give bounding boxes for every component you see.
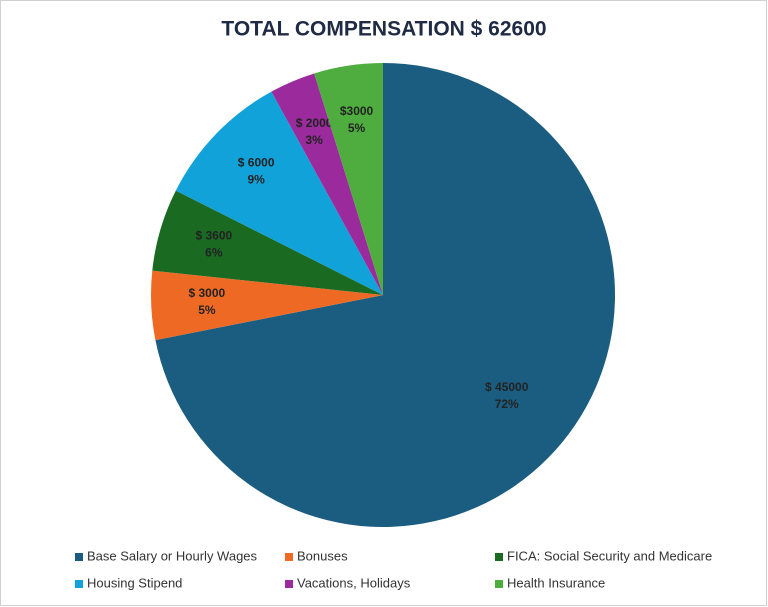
pie-slice	[155, 63, 616, 527]
pie-slice	[271, 73, 383, 295]
data-label: $ 2000	[296, 116, 333, 130]
percent-label: 5%	[198, 303, 216, 317]
legend-swatch	[495, 580, 503, 588]
pie-slice	[151, 270, 383, 341]
pie-slice	[175, 91, 383, 295]
data-label: $ 3000	[189, 286, 226, 300]
legend-label: FICA: Social Security and Medicare	[507, 548, 712, 563]
legend-label: Health Insurance	[507, 575, 605, 590]
legend-swatch	[285, 580, 293, 588]
data-label: $ 6000	[238, 156, 275, 170]
pie-slice	[314, 63, 383, 295]
chart-title: TOTAL COMPENSATION $ 62600	[221, 18, 546, 41]
data-label: $3000	[340, 104, 374, 118]
data-label: $ 45000	[485, 380, 529, 394]
percent-label: 6%	[205, 245, 223, 259]
legend-label: Vacations, Holidays	[297, 575, 411, 590]
percent-label: 3%	[305, 133, 323, 147]
legend-swatch	[495, 553, 503, 561]
legend-label: Base Salary or Hourly Wages	[87, 548, 258, 563]
percent-label: 5%	[348, 121, 366, 135]
data-label: $ 3600	[195, 228, 232, 242]
pie-slice	[152, 190, 383, 295]
legend-swatch	[75, 553, 83, 561]
legend-swatch	[75, 580, 83, 588]
legend-label: Bonuses	[297, 548, 348, 563]
percent-label: 72%	[495, 397, 519, 411]
legend-label: Housing Stipend	[87, 575, 182, 590]
percent-label: 9%	[247, 173, 265, 187]
legend-swatch	[285, 553, 293, 561]
